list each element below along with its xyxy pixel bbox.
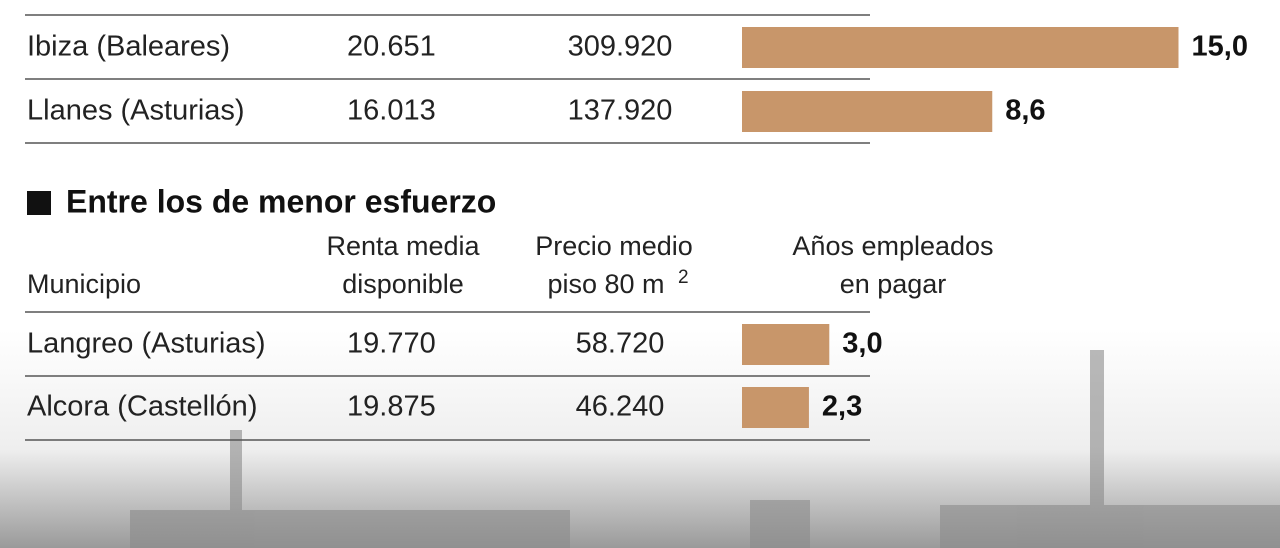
bar — [742, 387, 809, 428]
precio: 309.920 — [568, 31, 673, 63]
column-header: Años empleados — [792, 231, 993, 261]
renta: 19.875 — [347, 391, 436, 423]
column-header: disponible — [342, 269, 464, 299]
renta: 20.651 — [347, 31, 436, 63]
municipio: Alcora (Castellón) — [27, 391, 257, 423]
column-header: Municipio — [27, 269, 141, 299]
section-title: Entre los de menor esfuerzo — [66, 183, 496, 219]
construction-silhouette — [130, 350, 1280, 548]
bar-value-label: 2,3 — [822, 391, 862, 423]
precio: 58.720 — [576, 328, 665, 360]
bar-value-label: 15,0 — [1192, 31, 1248, 63]
column-header: en pagar — [840, 269, 947, 299]
bar — [742, 324, 830, 365]
column-header-superscript: 2 — [678, 267, 689, 288]
precio: 46.240 — [576, 391, 665, 423]
column-header: piso 80 m — [547, 269, 664, 299]
column-header: Precio medio — [535, 231, 693, 261]
column-header: Renta media — [326, 231, 480, 261]
section-bullet — [27, 191, 51, 215]
municipio: Ibiza (Baleares) — [27, 31, 230, 63]
bar-value-label: 3,0 — [842, 328, 882, 360]
precio: 137.920 — [568, 95, 673, 127]
bar — [742, 91, 993, 132]
renta: 16.013 — [347, 95, 436, 127]
renta: 19.770 — [347, 328, 436, 360]
municipio: Langreo (Asturias) — [27, 328, 266, 360]
municipio: Llanes (Asturias) — [27, 95, 245, 127]
bar-value-label: 8,6 — [1005, 95, 1045, 127]
bar — [742, 27, 1179, 68]
